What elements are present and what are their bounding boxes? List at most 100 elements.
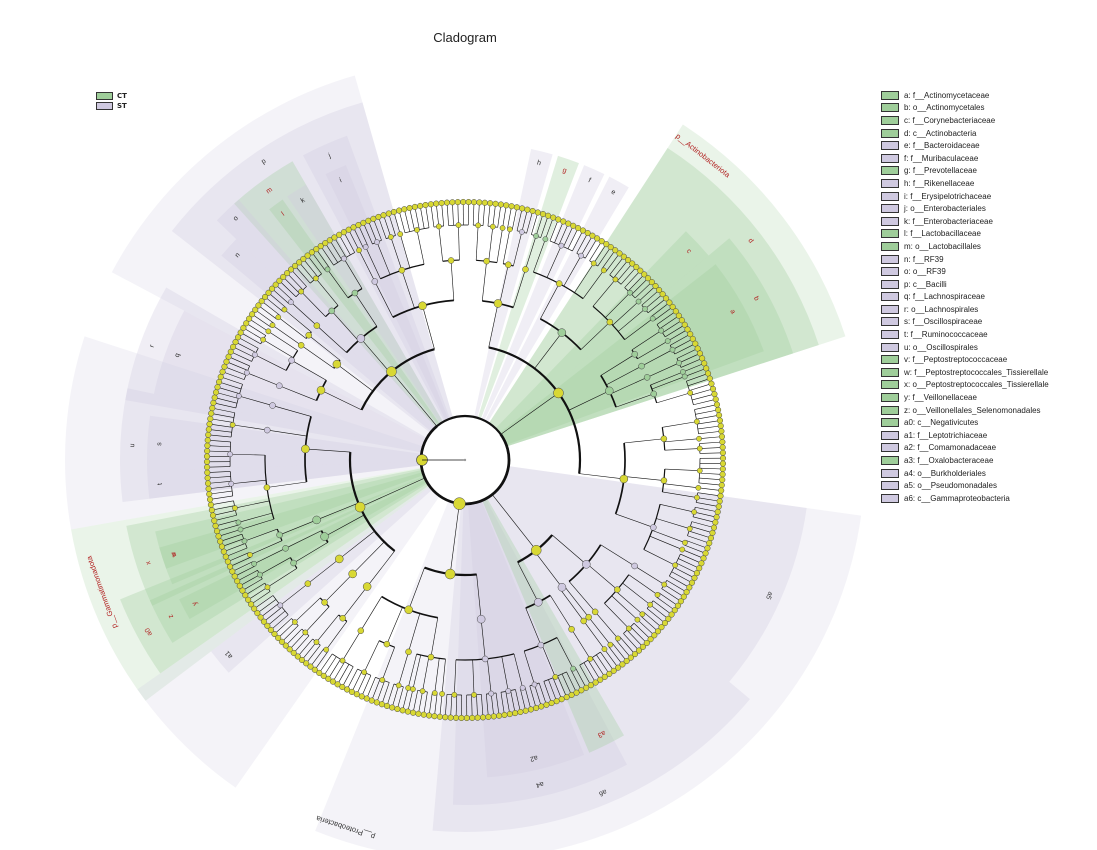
taxa-legend-swatch [881, 241, 899, 251]
taxa-legend-swatch [881, 166, 899, 176]
taxa-legend-swatch [881, 90, 899, 100]
tree-node [718, 482, 725, 489]
taxa-legend-label: z: o__Veillonellales_Selenomonadales [904, 405, 1041, 415]
tree-node [433, 200, 440, 207]
tree-node [296, 259, 303, 266]
tree-edge [435, 203, 440, 227]
tree-node [331, 234, 338, 241]
tree-edge [208, 434, 232, 438]
tree-edge [580, 321, 611, 350]
tree-edge [300, 345, 335, 369]
clade-label-r: r [149, 343, 157, 348]
taxa-legend-swatch [881, 254, 899, 264]
clade-label-h: h [536, 160, 542, 168]
tree-edge [376, 680, 385, 703]
clade-highlight-sector [488, 124, 846, 447]
tree-edge [582, 270, 605, 299]
taxa-legend-swatch [881, 443, 899, 453]
tree-node [229, 422, 236, 428]
tree-node [322, 240, 329, 247]
tree-node [339, 614, 346, 622]
clade-label-a0: a0 [144, 626, 154, 636]
tree-node [709, 385, 717, 392]
tree-node [406, 204, 413, 212]
tree-node [527, 706, 534, 713]
tree-node [501, 711, 508, 719]
tree-node [370, 215, 377, 222]
tree-node [245, 596, 252, 603]
tree-node [282, 545, 289, 552]
tree-node [236, 582, 243, 589]
tree-edge [260, 603, 279, 618]
tree-node [225, 353, 232, 360]
tree-node [671, 607, 678, 614]
tree-edge [659, 504, 695, 513]
tree-edge [650, 371, 684, 386]
tree-node [328, 307, 335, 315]
tree-edge [682, 363, 705, 373]
clade-label-p: p [260, 158, 267, 166]
tree-edge [680, 358, 703, 368]
tree-edge [618, 308, 646, 332]
tree-edge [315, 278, 339, 306]
tree-node [204, 464, 211, 471]
tree-edge [471, 694, 473, 718]
tree-edge [334, 237, 347, 258]
tree-edge [516, 208, 523, 231]
tree-node [206, 496, 214, 503]
tree-edge [383, 215, 392, 238]
tree-node [251, 560, 257, 567]
clade-sector-x [126, 468, 426, 606]
tree-edge [244, 528, 278, 542]
tree-node [661, 581, 668, 588]
taxa-legend-label: q: f__Lachnospiraceae [904, 292, 985, 302]
tree-edge [217, 386, 240, 394]
tree-node [436, 713, 443, 720]
tree-node [529, 207, 536, 215]
tree-node [717, 492, 724, 499]
tree-edge [301, 641, 317, 661]
tree-node [534, 209, 541, 216]
tree-node [276, 277, 283, 284]
tree-node [522, 707, 529, 714]
taxa-legend-item-h: h: f__Rikenellaceae [881, 177, 1049, 190]
clade-label-w: w [170, 550, 179, 559]
tree-node [321, 599, 328, 606]
tree-node [230, 343, 237, 350]
clade-label-y: y [191, 600, 199, 607]
taxa-legend-swatch [881, 153, 899, 163]
tree-edge [450, 260, 455, 301]
tree-edge [279, 385, 317, 401]
tree-edge [211, 413, 234, 418]
tree-edge [391, 685, 399, 708]
tree-node [681, 373, 688, 380]
tree-node [234, 578, 241, 585]
tree-edge [488, 226, 494, 262]
taxa-legend-swatch [881, 355, 899, 365]
tree-edge [307, 255, 322, 274]
tree-node [696, 435, 702, 442]
tree-node [506, 711, 513, 718]
tree-edge [238, 395, 273, 406]
tree-node [298, 656, 305, 663]
tree-edge [386, 683, 395, 707]
clade-sector-h [474, 148, 553, 418]
tree-node [282, 642, 289, 649]
tree-edge [430, 204, 435, 228]
clade-label-q: q [174, 352, 182, 358]
taxa-legend: a: f__Actinomycetaceae b: o__Actinomyceta… [881, 89, 1049, 505]
tree-edge [360, 338, 391, 373]
tree-edge [270, 614, 289, 631]
tree-node [533, 233, 539, 239]
clade-sector-v [159, 472, 424, 569]
tree-node [597, 676, 604, 683]
tree-node [696, 565, 703, 572]
tree-node [254, 610, 261, 617]
tree-node [219, 368, 226, 375]
tree-edge [699, 441, 723, 444]
tree-edge [342, 586, 368, 619]
tree-edge [254, 595, 274, 609]
tree-node [663, 295, 670, 302]
tree-edge [604, 648, 619, 668]
tree-node [348, 569, 357, 579]
